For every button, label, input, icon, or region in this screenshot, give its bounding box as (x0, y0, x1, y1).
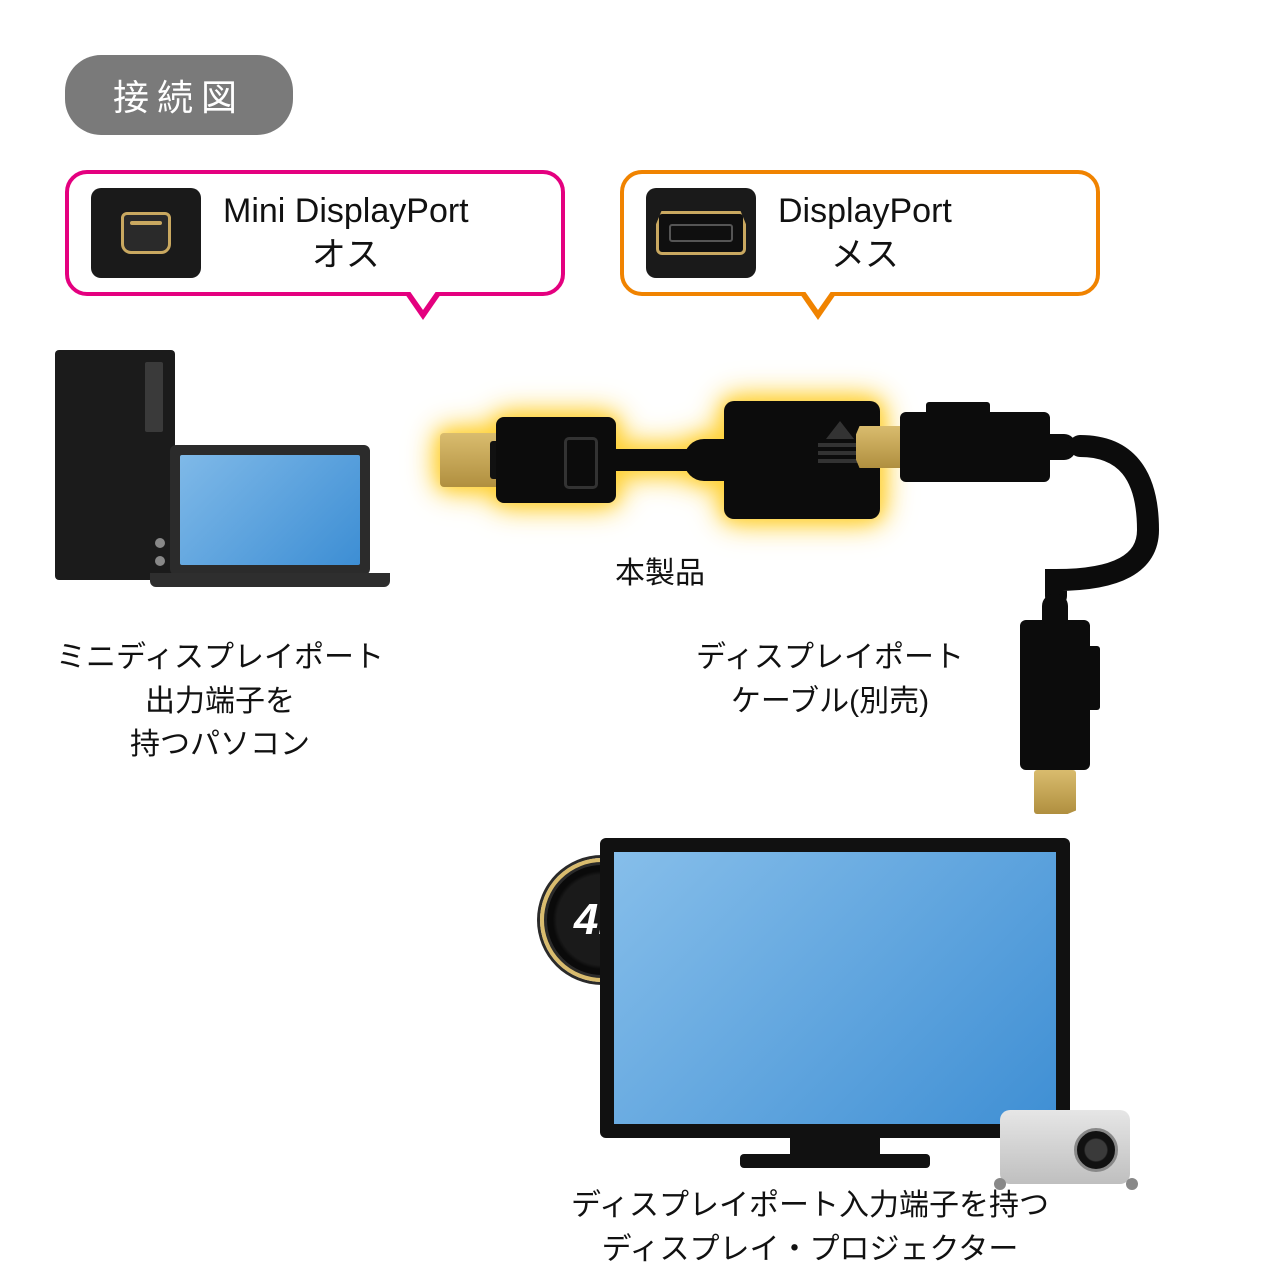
callout-mini-dp: Mini DisplayPort オス (65, 170, 565, 296)
computer-caption: ミニディスプレイポート出力端子を持つパソコン (20, 636, 420, 767)
display-caption: ディスプレイポート入力端子を持つディスプレイ・プロジェクター (480, 1184, 1140, 1271)
adapter-product-illustration (440, 395, 880, 525)
mini-dp-body-icon (496, 417, 616, 503)
computer-illustration (55, 350, 395, 630)
callout-mini-dp-label: Mini DisplayPort オス (223, 189, 469, 277)
adapter-cable-icon (610, 449, 690, 471)
monitor-icon (600, 838, 1070, 1138)
dp-port-icon (646, 188, 756, 278)
diagram-title: 接続図 (65, 55, 293, 135)
dp-plug-vertical-icon (1020, 620, 1090, 770)
mini-dp-plug-icon (440, 433, 500, 487)
callout-text: DisplayPort (778, 192, 952, 230)
callout-text: オス (312, 236, 380, 274)
mini-dp-port-icon (91, 188, 201, 278)
callout-dp: DisplayPort メス (620, 170, 1100, 296)
monitor-base-icon (740, 1154, 930, 1168)
dp-cable-caption: ディスプレイポートケーブル(別売) (640, 636, 1020, 723)
callout-tail-inner-icon (804, 290, 832, 310)
callout-text: Mini DisplayPort (223, 192, 469, 230)
callout-dp-label: DisplayPort メス (778, 189, 952, 277)
product-label: 本製品 (510, 552, 810, 596)
laptop-icon (150, 445, 390, 615)
display-illustration: 4K (530, 838, 1090, 1178)
callout-tail-inner-icon (409, 290, 437, 310)
callout-text: メス (831, 236, 899, 274)
projector-icon (1000, 1110, 1130, 1184)
